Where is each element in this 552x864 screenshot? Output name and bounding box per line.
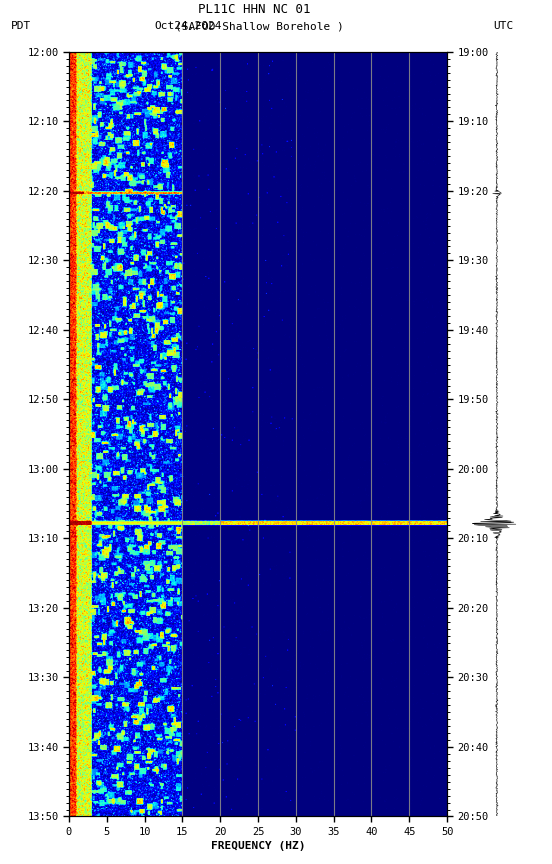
- X-axis label: FREQUENCY (HZ): FREQUENCY (HZ): [211, 841, 305, 851]
- Text: (SAFOD Shallow Borehole ): (SAFOD Shallow Borehole ): [175, 22, 344, 31]
- Text: PL11C HHN NC 01: PL11C HHN NC 01: [198, 3, 310, 16]
- Text: UTC: UTC: [493, 22, 513, 31]
- Text: PDT: PDT: [11, 22, 31, 31]
- Text: Oct24,2024: Oct24,2024: [155, 22, 222, 31]
